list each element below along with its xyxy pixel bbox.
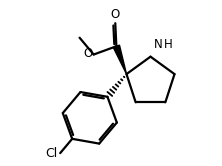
Polygon shape <box>113 45 127 74</box>
Text: Cl: Cl <box>46 147 58 160</box>
Text: O: O <box>111 8 120 21</box>
Text: N: N <box>154 38 163 51</box>
Text: O: O <box>83 47 92 60</box>
Text: H: H <box>164 38 173 51</box>
